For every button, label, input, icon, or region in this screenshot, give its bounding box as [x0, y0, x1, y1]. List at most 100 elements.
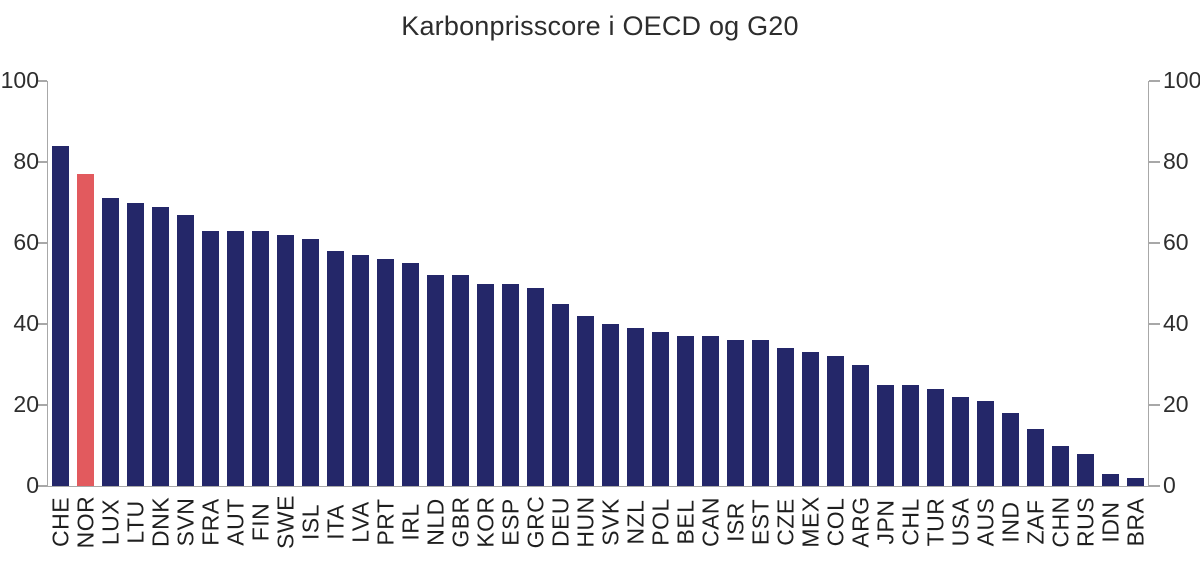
bar-chn — [1052, 445, 1069, 486]
bar-column-lva: LVA — [347, 81, 373, 543]
plot-area: CHE NOR LUX LTU DNK SVN FRA AUT FIN SWE ISL ITA LVA P… — [36, 80, 1160, 549]
bar-arg — [852, 364, 869, 486]
x-axis-label-zaf: ZAF — [1022, 499, 1048, 545]
bar-column-pol: POL — [647, 81, 673, 546]
x-axis-label-fra: FRA — [197, 498, 223, 546]
x-axis-label-isl: ISL — [297, 503, 323, 541]
x-axis-label-ltu: LTU — [122, 500, 148, 544]
x-axis-label-deu: DEU — [547, 496, 573, 548]
bar-pol — [652, 332, 669, 486]
bar-column-jpn: JPN — [872, 81, 898, 544]
bar-aus — [977, 400, 994, 486]
x-axis-label-usa: USA — [947, 497, 973, 547]
bar-mex — [802, 352, 819, 486]
x-axis-label-chn: CHN — [1047, 496, 1073, 548]
bar-column-lux: LUX — [97, 81, 123, 545]
x-axis-label-dnk: DNK — [147, 496, 173, 548]
bar-column-swe: SWE — [272, 81, 298, 549]
bar-column-nzl: NZL — [622, 81, 648, 544]
bar-column-ltu: LTU — [122, 81, 148, 544]
bar-column-zaf: ZAF — [1022, 81, 1048, 544]
bar-column-rus: RUS — [1072, 81, 1098, 547]
bar-isr — [727, 340, 744, 486]
x-axis-label-kor: KOR — [472, 496, 498, 548]
bar-kor — [477, 283, 494, 486]
x-axis-label-aut: AUT — [222, 498, 248, 546]
bar-svn — [177, 214, 194, 486]
y-tick-label-right-20: 20 — [1163, 390, 1189, 417]
x-axis-label-fin: FIN — [247, 502, 273, 542]
y-tick-label-left-60: 60 — [13, 228, 39, 255]
x-axis-label-swe: SWE — [272, 495, 298, 549]
bar-cze — [777, 348, 794, 486]
bar-column-mex: MEX — [797, 81, 823, 548]
bar-column-dnk: DNK — [147, 81, 173, 547]
x-axis-label-esp: ESP — [497, 498, 523, 546]
x-axis-label-svn: SVN — [172, 497, 198, 547]
x-axis-label-can: CAN — [697, 496, 723, 548]
bar-column-arg: ARG — [847, 81, 873, 548]
bar-column-ind: IND — [997, 81, 1023, 543]
y-tick-label-left-0: 0 — [26, 471, 39, 498]
x-axis-label-isr: ISR — [722, 502, 748, 542]
bar-column-prt: PRT — [372, 81, 398, 546]
bar-jpn — [877, 384, 894, 486]
bar-column-grc: GRC — [522, 81, 548, 548]
y-axis-tick-right-20 — [1149, 404, 1160, 406]
bar-nor — [77, 174, 94, 486]
bar-ind — [1002, 413, 1019, 486]
bar-column-isr: ISR — [722, 81, 748, 542]
bar-tur — [927, 388, 944, 486]
y-tick-label-left-20: 20 — [13, 390, 39, 417]
x-axis-label-nzl: NZL — [622, 499, 648, 545]
bar-idn — [1102, 473, 1119, 486]
x-axis-label-lva: LVA — [347, 501, 373, 543]
bar-isl — [302, 238, 319, 486]
bar-bel — [677, 336, 694, 486]
y-tick-label-right-40: 40 — [1163, 309, 1189, 336]
x-axis-label-pol: POL — [647, 498, 673, 546]
bar-column-bra: BRA — [1122, 81, 1148, 546]
bar-column-fra: FRA — [197, 81, 223, 546]
bar-column-bel: BEL — [672, 81, 698, 544]
bar-fra — [202, 230, 219, 486]
bar-che — [52, 145, 69, 486]
bar-can — [702, 336, 719, 486]
y-axis-tick-right-80 — [1149, 161, 1160, 163]
bar-lva — [352, 255, 369, 486]
bar-usa — [952, 396, 969, 486]
bar-column-ita: ITA — [322, 81, 348, 540]
y-tick-label-right-80: 80 — [1163, 147, 1189, 174]
bar-irl — [402, 263, 419, 486]
y-axis-tick-left-100 — [36, 80, 47, 82]
bar-column-idn: IDN — [1097, 81, 1123, 543]
x-axis-label-che: CHE — [47, 496, 73, 548]
y-tick-label-right-100: 100 — [1163, 66, 1200, 93]
bar-nzl — [627, 328, 644, 486]
bar-dnk — [152, 206, 169, 486]
x-axis-label-lux: LUX — [97, 498, 123, 546]
y-tick-label-right-60: 60 — [1163, 228, 1189, 255]
bar-column-tur: TUR — [922, 81, 948, 546]
x-axis-label-idn: IDN — [1097, 501, 1123, 543]
bar-column-cze: CZE — [772, 81, 798, 546]
x-axis-label-est: EST — [747, 498, 773, 546]
x-axis-label-tur: TUR — [922, 497, 948, 547]
x-axis-label-arg: ARG — [847, 496, 873, 548]
chart-title: Karbonprisscore i OECD og G20 — [401, 11, 799, 41]
bar-column-gbr: GBR — [447, 81, 473, 548]
bar-col — [827, 356, 844, 486]
x-axis-label-svk: SVK — [597, 498, 623, 546]
bar-column-che: CHE — [47, 81, 73, 547]
x-axis-label-aus: AUS — [972, 497, 998, 547]
x-axis-label-gbr: GBR — [447, 496, 473, 548]
y-axis-tick-right-0 — [1149, 485, 1160, 487]
bar-column-svk: SVK — [597, 81, 623, 546]
bar-est — [752, 340, 769, 486]
x-axis-label-mex: MEX — [797, 496, 823, 548]
bar-ita — [327, 251, 344, 486]
bar-lux — [102, 198, 119, 486]
y-tick-label-left-80: 80 — [13, 147, 39, 174]
bar-column-hun: HUN — [572, 81, 598, 548]
x-axis-label-nld: NLD — [422, 498, 448, 546]
